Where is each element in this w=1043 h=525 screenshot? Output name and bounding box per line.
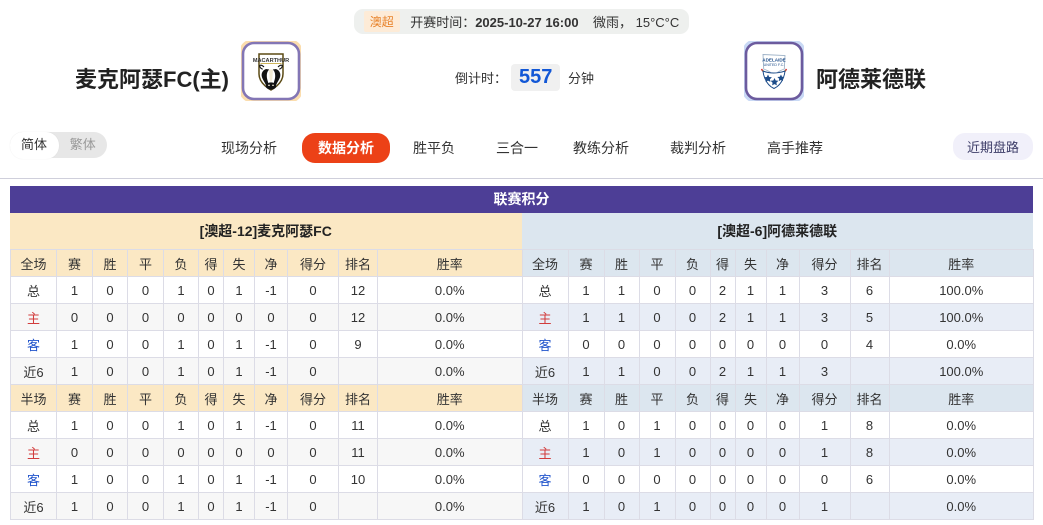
svg-text:UNITED F.C.: UNITED F.C. xyxy=(764,63,785,67)
svg-text:ADELAIDE: ADELAIDE xyxy=(762,58,785,63)
